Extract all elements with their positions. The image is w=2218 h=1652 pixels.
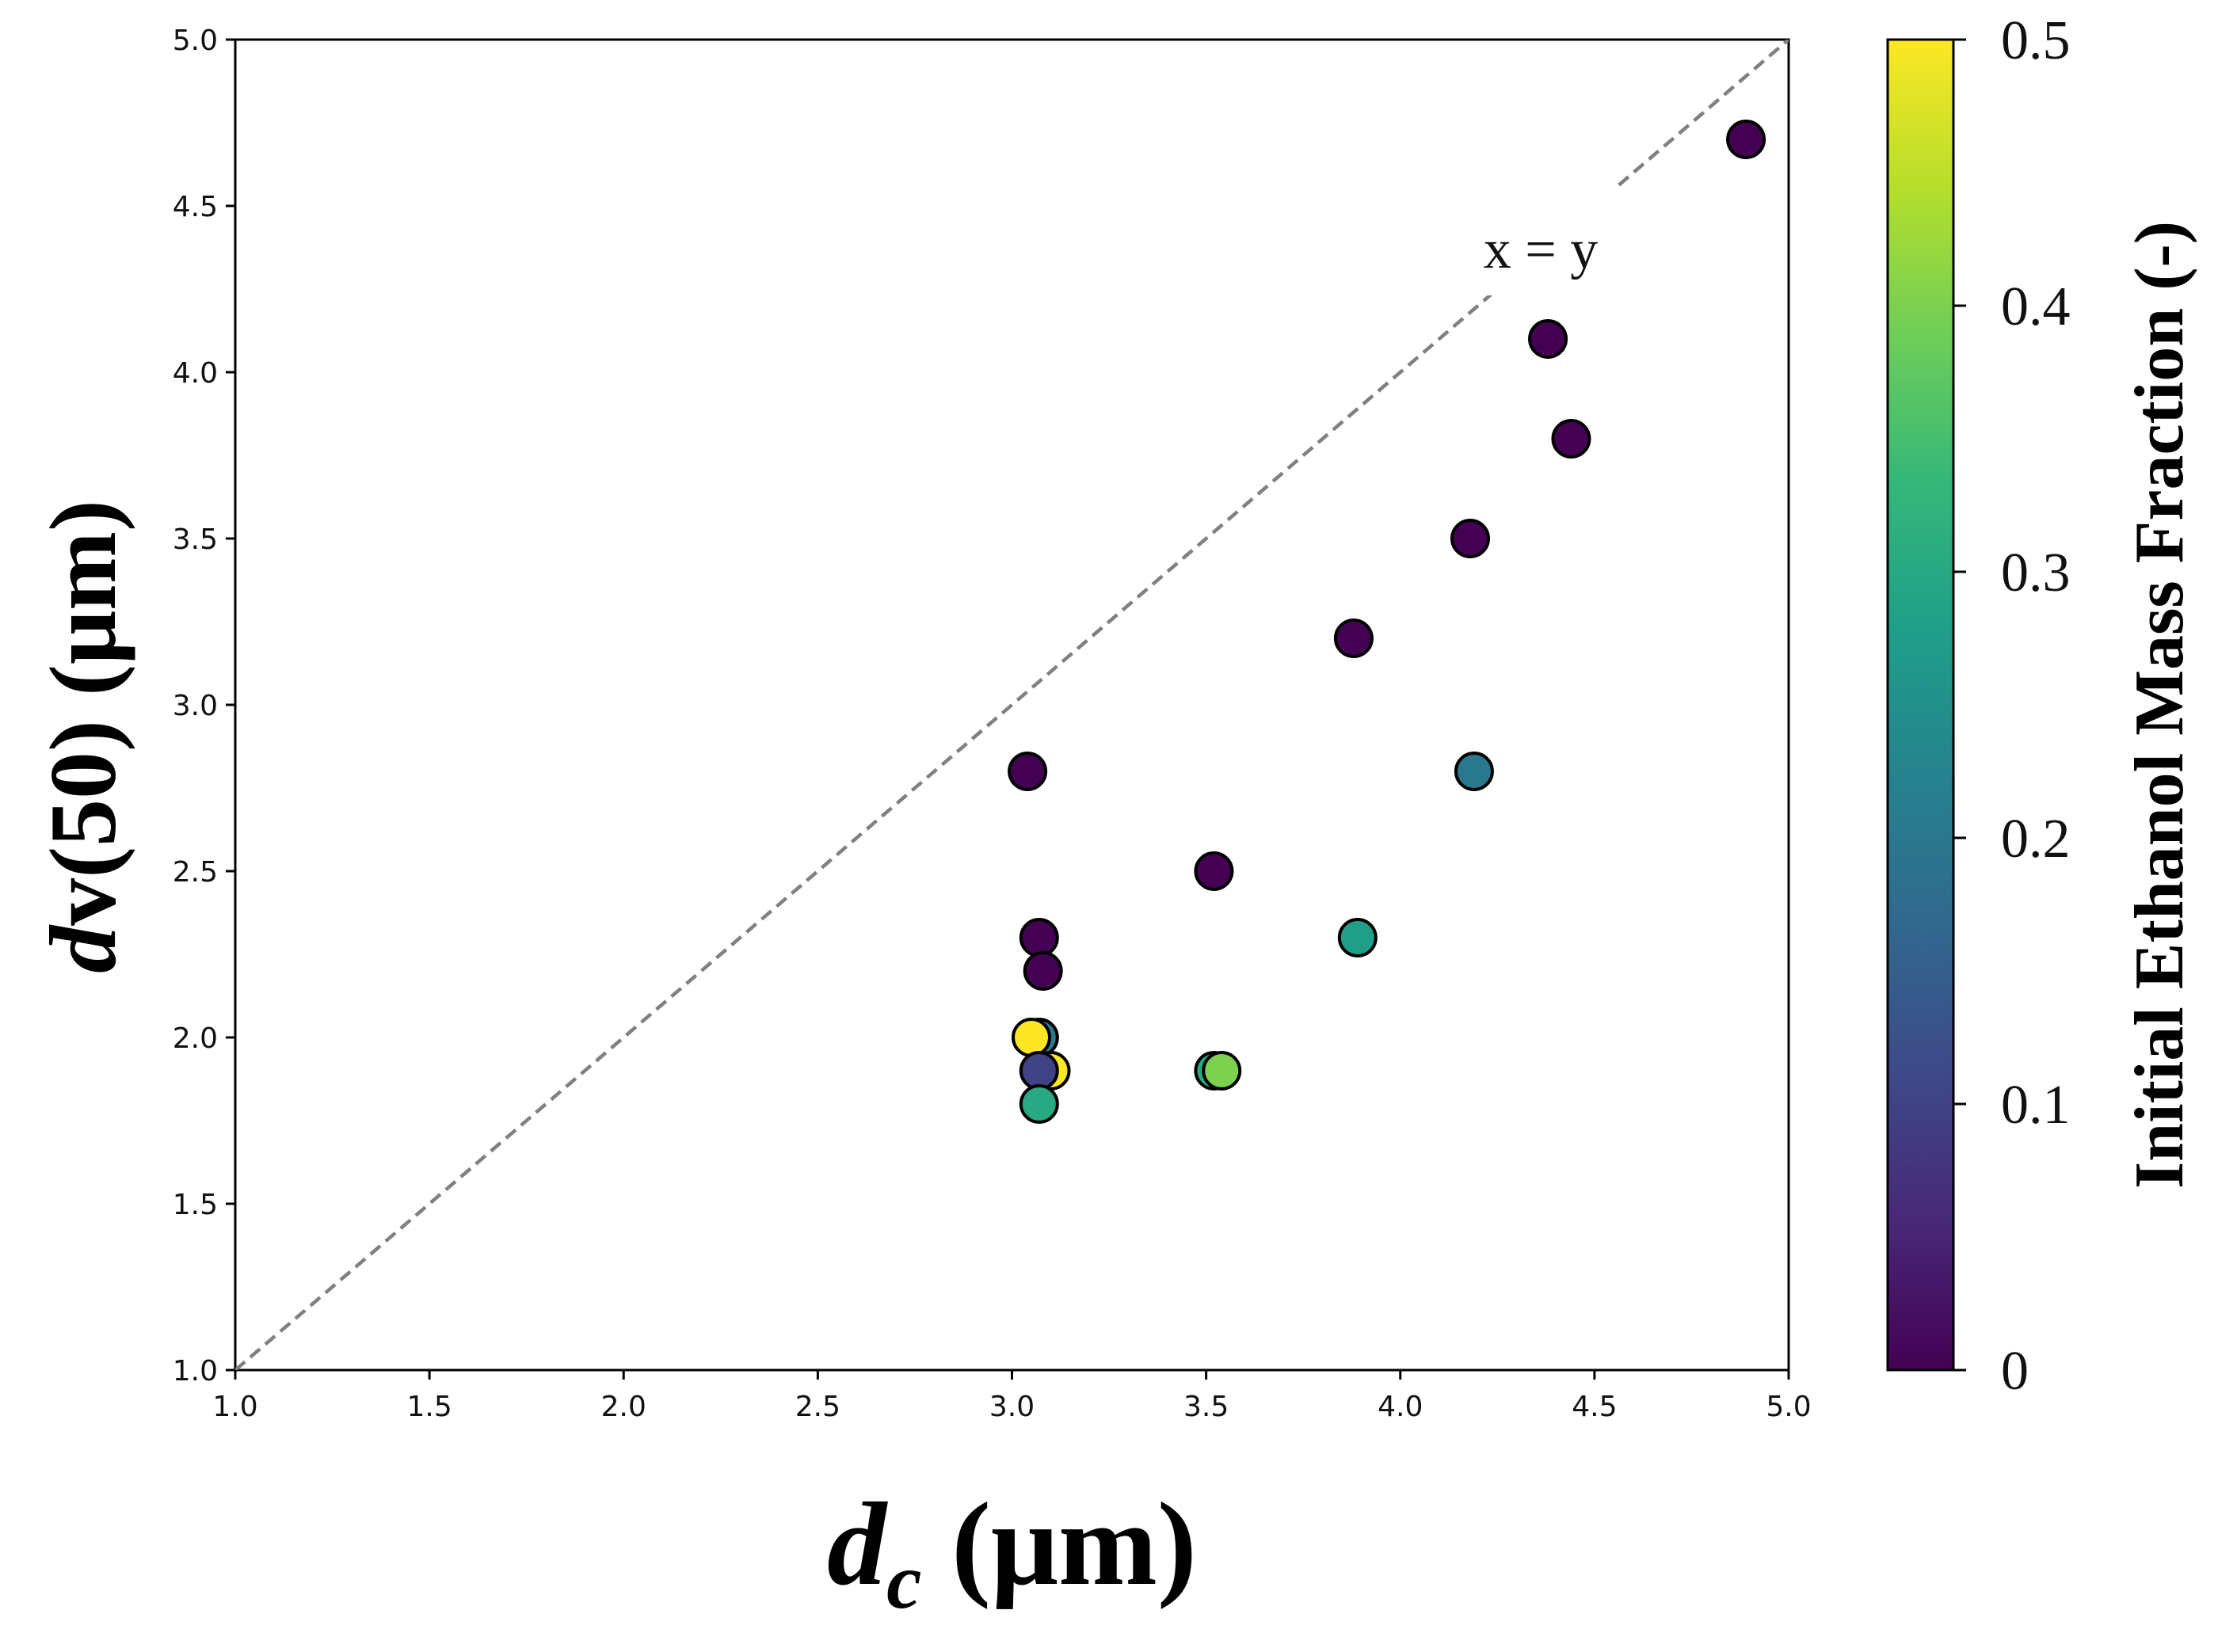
data-point — [1202, 1051, 1242, 1091]
data-point — [1008, 752, 1048, 791]
colorbar-tick-label: 0.3 — [2001, 542, 2071, 603]
y-tick-label: 4.0 — [173, 357, 218, 390]
data-point — [1450, 519, 1490, 558]
x-tick-label: 1.0 — [212, 1391, 257, 1423]
y-tick-label: 5.0 — [173, 25, 218, 57]
y-tick-label: 1.5 — [173, 1189, 218, 1221]
y-tick-label: 1.0 — [173, 1355, 218, 1387]
data-point — [1454, 752, 1494, 791]
y-tick-label: 4.5 — [173, 191, 218, 223]
x-tick-label: 5.0 — [1766, 1391, 1811, 1423]
y-axis-ticks: 1.0 1.5 2.0 2.5 3.0 3.5 4.0 4.5 5.0 — [173, 25, 235, 1387]
x-tick-label: 4.0 — [1378, 1391, 1423, 1423]
reference-line-label-background — [1450, 188, 1624, 295]
y-tick-label: 2.0 — [173, 1022, 218, 1055]
data-point — [1019, 918, 1059, 957]
data-point — [1333, 619, 1374, 658]
y-axis-title: dv(50) (μm) — [30, 500, 135, 973]
colorbar-tick-label: 0.4 — [2001, 276, 2071, 337]
data-points — [1008, 120, 1766, 1124]
data-point — [1194, 851, 1234, 891]
x-tick-label: 2.0 — [601, 1391, 646, 1423]
data-point — [1551, 419, 1591, 459]
colorbar-tick-label: 0 — [2001, 1341, 2029, 1402]
data-point — [1012, 1018, 1052, 1057]
y-tick-label: 2.5 — [173, 856, 218, 889]
x-tick-label: 3.5 — [1183, 1391, 1229, 1423]
x-axis-title-symbol: d — [827, 1479, 888, 1610]
x-axis-ticks: 1.0 1.5 2.0 2.5 3.0 3.5 4.0 4.5 5.0 — [212, 1370, 1812, 1423]
x-tick-label: 3.0 — [989, 1391, 1035, 1423]
data-point — [1528, 319, 1568, 359]
reference-line-label: x = y — [1484, 219, 1598, 280]
colorbar — [1886, 38, 1955, 1372]
x-tick-label: 1.5 — [406, 1391, 452, 1423]
x-tick-label: 4.5 — [1572, 1391, 1617, 1423]
y-tick-label: 3.0 — [173, 690, 218, 722]
colorbar-tick-label: 0.1 — [2001, 1075, 2071, 1136]
y-axis-title-symbol: d — [30, 924, 135, 973]
x-axis-title-unit: (μm) — [922, 1479, 1197, 1610]
colorbar-title: Initial Ethanol Mass Fraction (-) — [2121, 221, 2198, 1189]
x-axis-title: dc (μm) — [827, 1479, 1197, 1625]
data-point — [1019, 1084, 1059, 1124]
y-tick-label: 3.5 — [173, 523, 218, 556]
y-axis-title-rest: v(50) (μm) — [30, 500, 135, 926]
colorbar-tick-label: 0.2 — [2001, 809, 2071, 870]
data-point — [1023, 951, 1063, 991]
colorbar-ticks: 0 0.1 0.2 0.3 0.4 0.5 — [1953, 10, 2071, 1402]
data-point — [1019, 1051, 1059, 1091]
data-point — [1726, 120, 1766, 159]
colorbar-tick-label: 0.5 — [2001, 10, 2071, 71]
data-point — [1337, 918, 1378, 957]
x-tick-label: 2.5 — [795, 1391, 840, 1423]
x-axis-title-subscript: c — [886, 1537, 921, 1625]
